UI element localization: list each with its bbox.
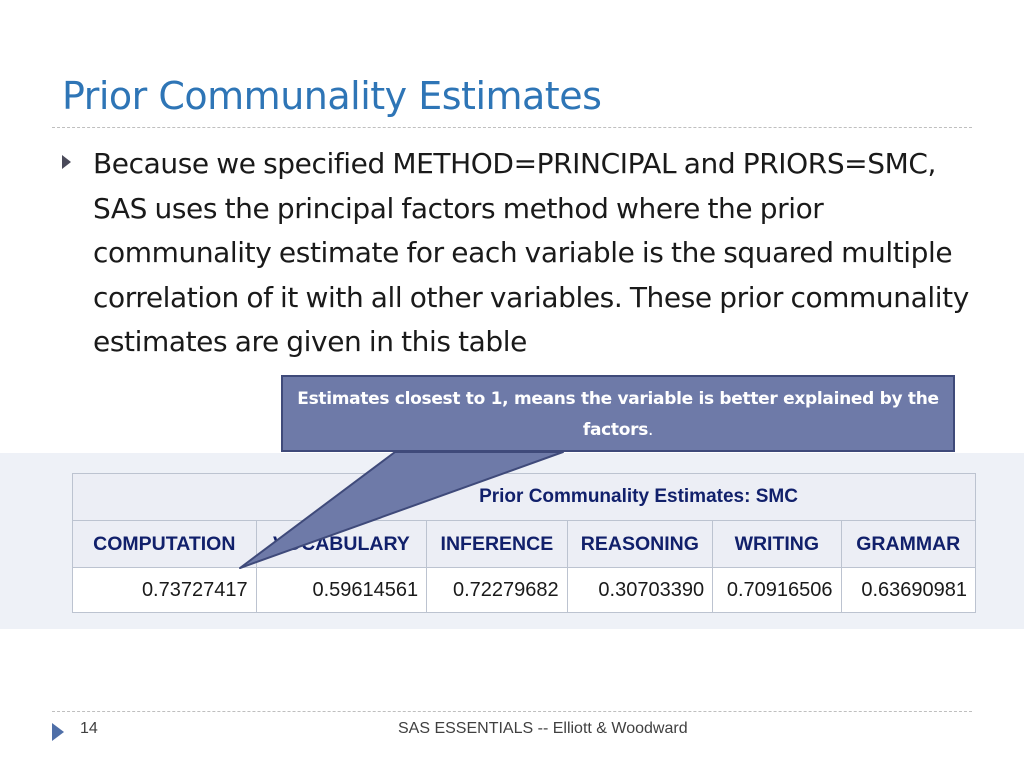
callout-text-end: . bbox=[648, 420, 654, 440]
table-caption: Prior Communality Estimates: SMC bbox=[72, 473, 976, 521]
header-vocabulary: VOCABULARY bbox=[255, 520, 428, 568]
title-divider bbox=[52, 127, 972, 128]
page-number: 14 bbox=[80, 720, 98, 737]
header-inference: INFERENCE bbox=[426, 520, 568, 568]
communality-table: Prior Communality Estimates: SMC COMPUTA… bbox=[72, 473, 977, 613]
callout-text: Estimates closest to 1, means the variab… bbox=[297, 389, 939, 440]
value-grammar: 0.63690981 bbox=[840, 567, 977, 613]
table-row: 0.73727417 0.59614561 0.72279682 0.30703… bbox=[72, 567, 977, 613]
header-writing: WRITING bbox=[712, 520, 842, 568]
footer-divider bbox=[52, 711, 972, 712]
bullet-arrow-icon bbox=[62, 155, 71, 169]
slide-title: Prior Communality Estimates bbox=[62, 74, 602, 118]
value-reasoning: 0.30703390 bbox=[566, 567, 714, 613]
header-reasoning: REASONING bbox=[566, 520, 714, 568]
table-header-row: COMPUTATION VOCABULARY INFERENCE REASONI… bbox=[72, 520, 977, 568]
value-vocabulary: 0.59614561 bbox=[255, 567, 428, 613]
callout-box: Estimates closest to 1, means the variab… bbox=[281, 375, 955, 452]
bullet-text: Because we specified METHOD=PRINCIPAL an… bbox=[93, 147, 969, 358]
footer-arrow-icon bbox=[52, 723, 64, 741]
value-inference: 0.72279682 bbox=[426, 567, 568, 613]
header-grammar: GRAMMAR bbox=[840, 520, 977, 568]
footer-text: SAS ESSENTIALS -- Elliott & Woodward bbox=[398, 720, 688, 737]
header-computation: COMPUTATION bbox=[72, 520, 257, 568]
value-writing: 0.70916506 bbox=[712, 567, 842, 613]
value-computation: 0.73727417 bbox=[72, 567, 257, 613]
